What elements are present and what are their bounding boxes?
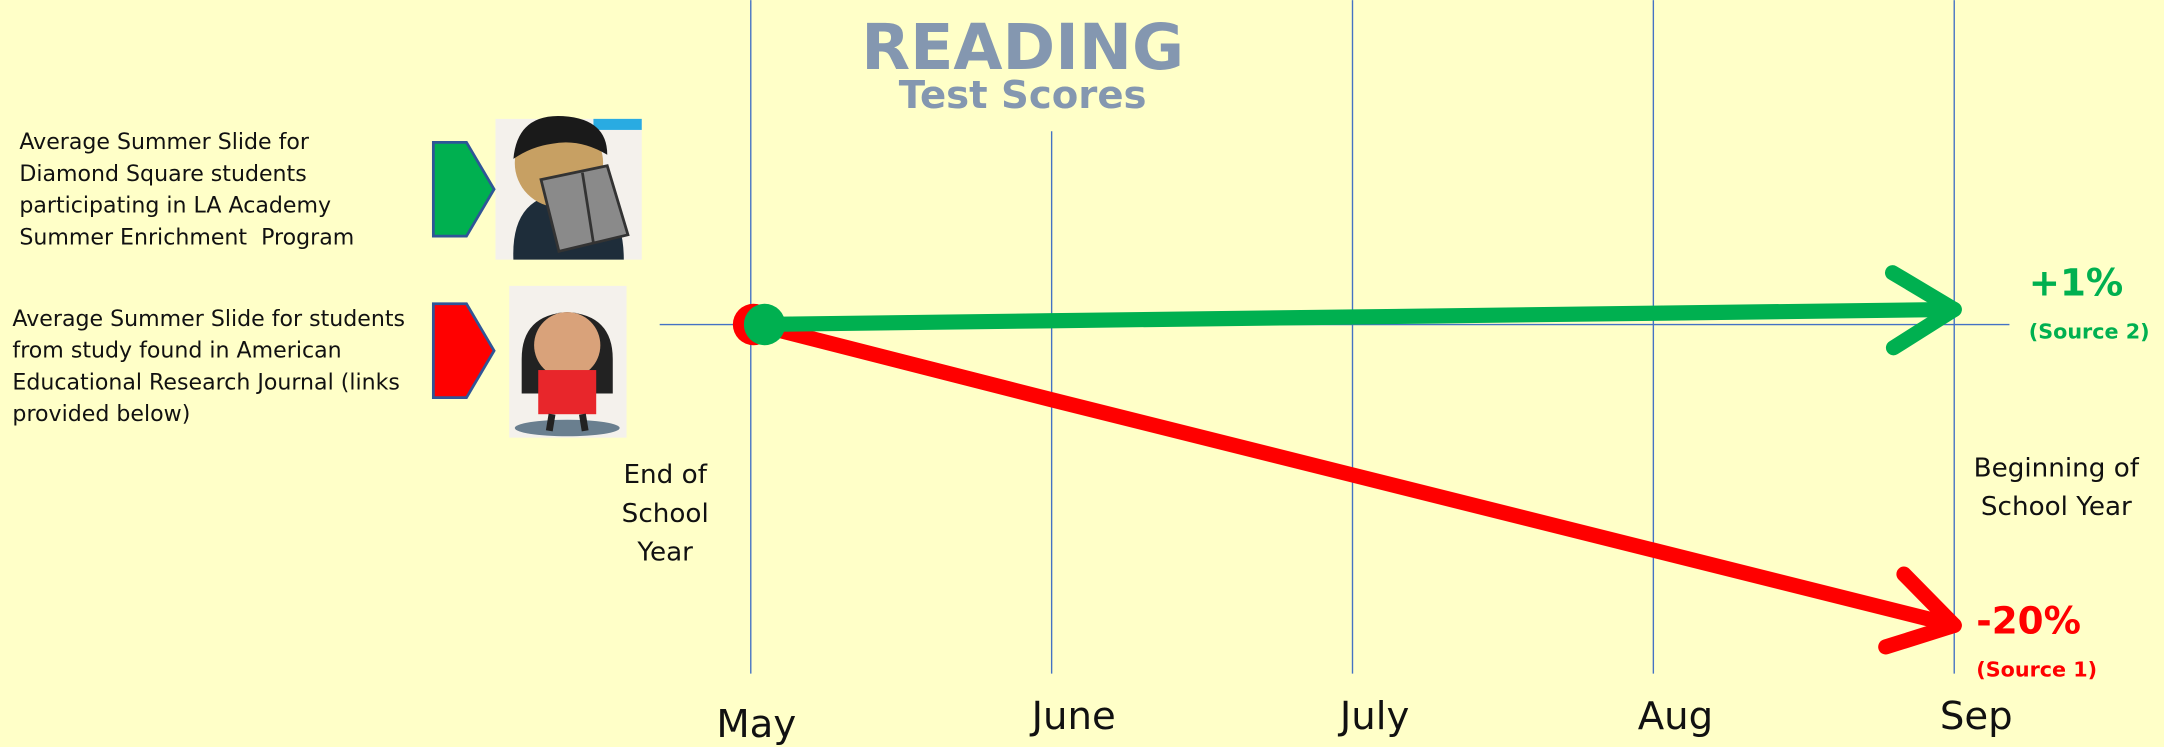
annotation-box: Beginning of School Year bbox=[1974, 449, 2140, 573]
chart: READING Test Scores MayJuneJulyAugSepEnd… bbox=[0, 0, 2164, 747]
annotation-box: End of School Year bbox=[596, 456, 734, 580]
source-label: (Source 2) bbox=[2029, 319, 2150, 343]
chart-subtitle: Test Scores bbox=[899, 73, 1147, 118]
legend-label: Average Summer Slide for students from s… bbox=[12, 302, 426, 429]
legend-label-box: Average Summer Slide for students from s… bbox=[12, 302, 426, 440]
value-label: +1% bbox=[2029, 261, 2123, 305]
page: {"chart_data": {"type": "line", "title":… bbox=[0, 0, 2164, 747]
annotation: End of School Year bbox=[596, 456, 734, 572]
legend-label: Average Summer Slide for Diamond Square … bbox=[19, 126, 389, 253]
x-tick-label: June bbox=[1030, 694, 1116, 739]
annotation: Beginning of School Year bbox=[1974, 449, 2140, 526]
x-tick-label: July bbox=[1338, 694, 1409, 739]
legend-label-box: Average Summer Slide for Diamond Square … bbox=[19, 126, 389, 264]
value-label: -20% bbox=[1976, 599, 2081, 643]
x-tick-label: May bbox=[716, 702, 796, 747]
student-icon-reading bbox=[495, 116, 641, 260]
x-tick-label: Sep bbox=[1940, 694, 2013, 739]
student-icon-worried bbox=[509, 286, 626, 438]
source-label: (Source 1) bbox=[1976, 657, 2097, 681]
start-point bbox=[744, 304, 785, 345]
x-tick-label: Aug bbox=[1638, 694, 1713, 739]
